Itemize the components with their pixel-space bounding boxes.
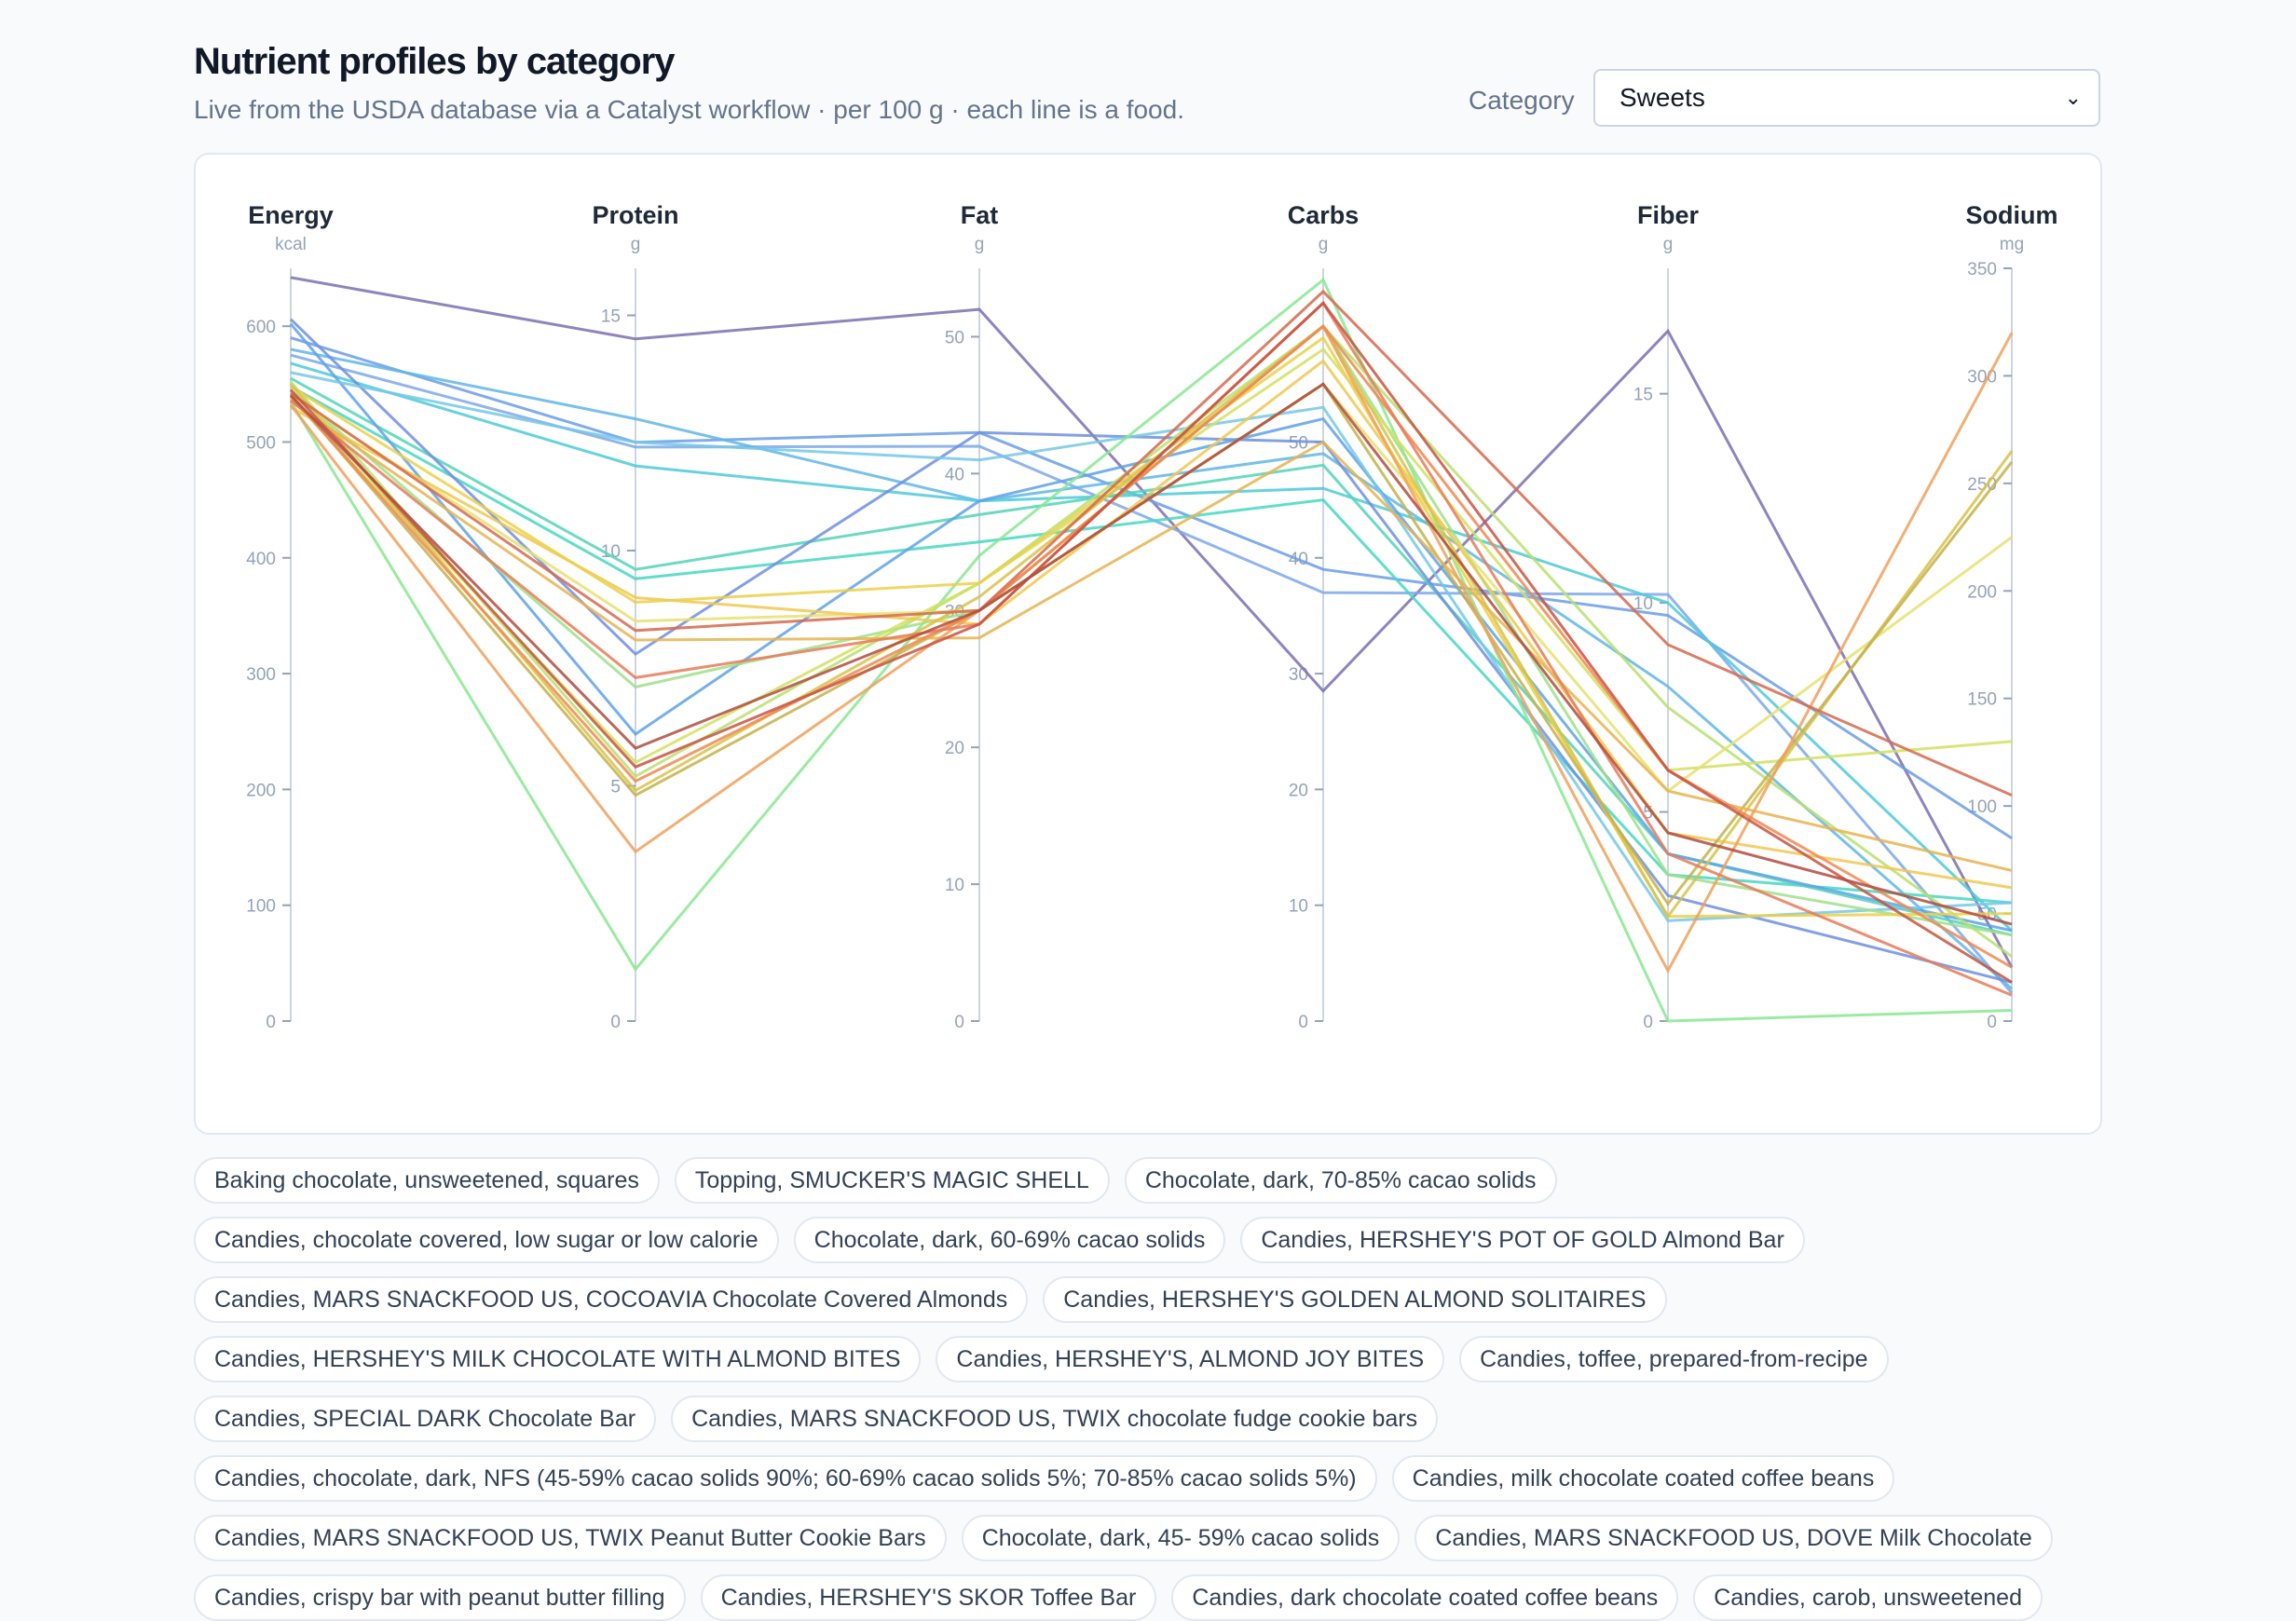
tick-label: 20 [945, 739, 964, 758]
food-line [290, 289, 2013, 797]
food-line [289, 323, 2014, 919]
food-line [290, 371, 2013, 922]
axis-energy: Energy kcal 0 100 200 300 400 500 600 [246, 201, 333, 1032]
tick-label: 350 [1967, 260, 1997, 279]
food-chip[interactable]: Chocolate, dark, 70-85% cacao solids [1124, 1157, 1557, 1204]
food-chip[interactable]: Candies, HERSHEY'S MILK CHOCOLATE WITH A… [194, 1336, 922, 1383]
page-header: Nutrient profiles by category Live from … [194, 37, 2102, 140]
axis-unit: g [975, 235, 985, 254]
tick-label: 15 [1633, 386, 1653, 405]
food-line [290, 385, 2013, 905]
axis-unit: mg [2000, 235, 2024, 254]
food-line [289, 324, 2013, 958]
food-line [289, 278, 2013, 1023]
axis-unit: g [1663, 235, 1674, 254]
tick-label: 5 [1643, 804, 1653, 824]
tick-label: 0 [1298, 1013, 1308, 1032]
food-chip[interactable]: Candies, HERSHEY'S GOLDEN ALMOND SOLITAI… [1043, 1276, 1667, 1323]
food-chip[interactable]: Candies, MARS SNACKFOOD US, TWIX chocola… [671, 1396, 1439, 1442]
tick-label: 0 [954, 1013, 964, 1032]
tick-label: 5 [610, 778, 621, 797]
food-chip[interactable]: Candies, HERSHEY'S POT OF GOLD Almond Ba… [1240, 1217, 1805, 1263]
axis-title: Energy [248, 201, 334, 229]
axis-title: Sodium [1966, 201, 2058, 229]
food-chip[interactable]: Baking chocolate, unsweetened, squares [194, 1157, 660, 1204]
axis-title: Protein [592, 201, 678, 229]
axis-unit: kcal [275, 235, 307, 254]
food-chip[interactable]: Candies, carob, unsweetened [1693, 1574, 2043, 1621]
food-chip[interactable]: Candies, dark chocolate coated coffee be… [1171, 1574, 1679, 1621]
page-title: Nutrient profiles by category [194, 41, 676, 82]
axes: Energykcal0100200300400500600Proteing051… [246, 201, 2057, 1032]
tick-label: 20 [1289, 781, 1308, 800]
food-line [290, 361, 2014, 933]
food-chip[interactable]: Candies, chocolate, dark, NFS (45-59% ca… [194, 1455, 1377, 1502]
food-chip-list: Baking chocolate, unsweetened, squares To… [194, 1157, 2113, 1621]
tick-label: 10 [945, 876, 964, 895]
tick-label: 400 [246, 550, 276, 569]
tick-label: 0 [1643, 1013, 1653, 1032]
axis-unit: g [631, 235, 641, 254]
tick-label: 100 [1967, 797, 1997, 817]
food-chip[interactable]: Candies, toffee, prepared-from-recipe [1459, 1336, 1889, 1383]
axis-title: Fat [961, 201, 999, 229]
parallel-coordinates-chart: Energykcal0100200300400500600Proteing051… [246, 201, 2057, 1032]
axis-unit: g [1319, 235, 1329, 254]
tick-label: 0 [1987, 1013, 1997, 1032]
food-line [290, 276, 2014, 969]
tick-label: 50 [1289, 433, 1308, 453]
tick-label: 150 [1967, 690, 1997, 710]
food-line [290, 382, 2013, 794]
tick-label: 15 [601, 307, 621, 327]
food-line [289, 318, 2013, 984]
chevron-down-icon: ⌄ [2064, 86, 2082, 109]
food-line [290, 347, 2013, 990]
food-chip[interactable]: Chocolate, dark, 60-69% cacao solids [793, 1217, 1226, 1263]
axis-title: Fiber [1637, 201, 1700, 229]
page-subtitle: Live from the USDA database via a Cataly… [194, 95, 1184, 124]
food-chip[interactable]: Candies, chocolate covered, low sugar or… [194, 1217, 779, 1263]
chart-card: Energy kcal 0 100 200 300 400 500 600 Protein g 0 5 1… [194, 153, 2102, 1135]
tick-label: 30 [1289, 665, 1308, 685]
axis-title: Carbs [1288, 201, 1360, 229]
category-select[interactable]: Sweets ⌄ [1593, 69, 2100, 127]
tick-label: 0 [266, 1013, 276, 1032]
food-chip[interactable]: Candies, MARS SNACKFOOD US, TWIX Peanut … [194, 1515, 947, 1561]
food-line [289, 382, 2013, 926]
category-select-value: Sweets [1620, 83, 1705, 112]
food-chip[interactable]: Topping, SMUCKER'S MAGIC SHELL [674, 1157, 1110, 1204]
tick-label: 0 [610, 1013, 621, 1032]
tick-label: 40 [945, 465, 964, 484]
tick-label: 200 [246, 781, 276, 800]
series-lines [289, 276, 2014, 1023]
food-chip[interactable]: Chocolate, dark, 45- 59% cacao solids [961, 1515, 1401, 1561]
food-line [289, 347, 2013, 772]
tick-label: 100 [246, 897, 276, 917]
axis-fiber: Fiber g 0 5 10 15 [1633, 201, 1700, 1032]
food-chip[interactable]: Candies, HERSHEY'S, ALMOND JOY BITES [936, 1336, 1445, 1383]
food-line [290, 336, 2013, 840]
tick-label: 10 [1289, 897, 1308, 917]
food-line [290, 300, 2013, 997]
food-chip[interactable]: Candies, MARS SNACKFOOD US, COCOAVIA Cho… [194, 1276, 1029, 1323]
food-chip[interactable]: Candies, SPECIAL DARK Chocolate Bar [194, 1396, 657, 1442]
tick-label: 300 [246, 665, 276, 685]
tick-label: 10 [1633, 594, 1653, 614]
food-line [289, 324, 2013, 969]
tick-label: 200 [1967, 582, 1997, 602]
tick-label: 600 [246, 318, 276, 337]
food-chip[interactable]: Candies, MARS SNACKFOOD US, DOVE Milk Ch… [1414, 1515, 2053, 1561]
food-chip[interactable]: Candies, HERSHEY'S SKOR Toffee Bar [700, 1574, 1157, 1621]
tick-label: 50 [945, 328, 964, 347]
food-line [289, 301, 2013, 984]
category-label: Category [1469, 86, 1575, 115]
food-chip[interactable]: Candies, milk chocolate coated coffee be… [1391, 1455, 1895, 1502]
food-chip[interactable]: Candies, crispy bar with peanut butter f… [194, 1574, 686, 1621]
tick-label: 500 [246, 433, 276, 453]
